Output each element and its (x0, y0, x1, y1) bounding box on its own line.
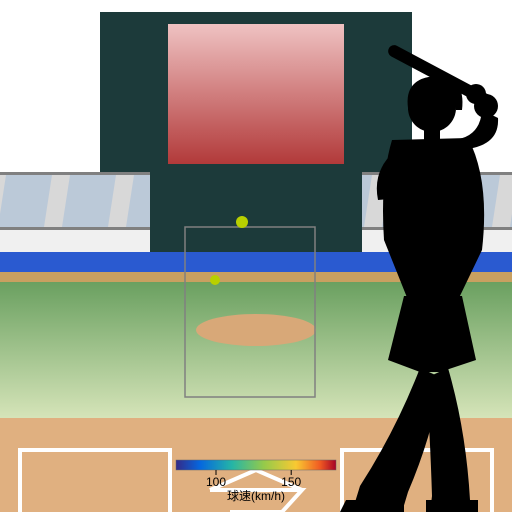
colorbar (176, 460, 336, 470)
pitch-dot-1 (210, 275, 220, 285)
legend-label: 球速(km/h) (227, 489, 285, 503)
scoreboard-screen (168, 24, 344, 164)
legend-tick-1: 150 (281, 475, 301, 489)
pitch-dot-0 (236, 216, 248, 228)
mound (196, 314, 316, 346)
legend-tick-0: 100 (206, 475, 226, 489)
